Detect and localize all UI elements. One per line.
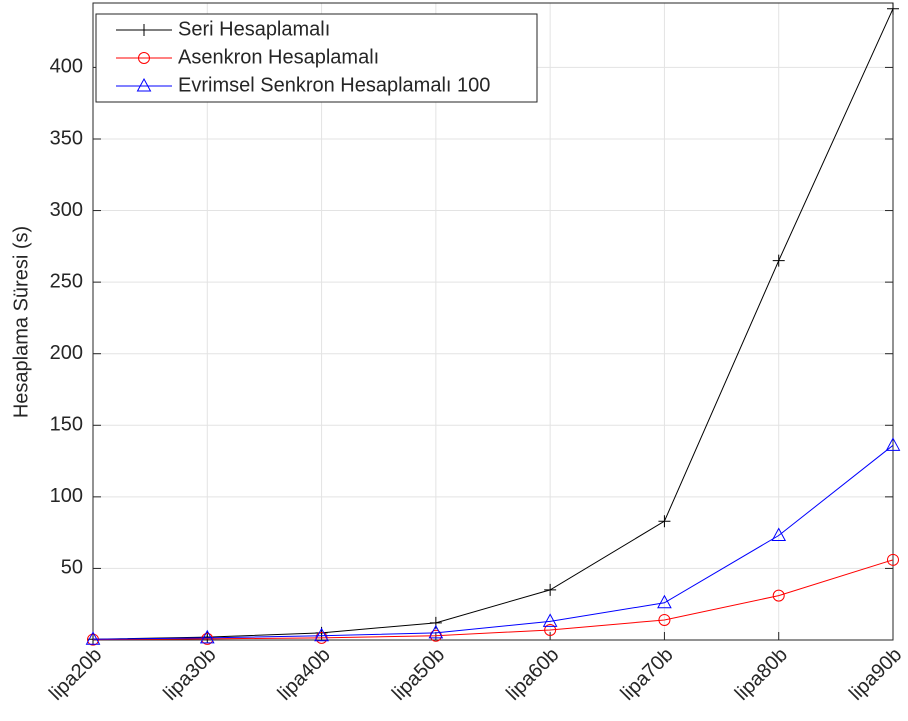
y-axis-label: Hesaplama Süresi (s) [10, 226, 32, 418]
marker [542, 613, 558, 627]
marker [544, 583, 557, 596]
legend-label: Seri Hesaplamalı [178, 18, 330, 40]
marker [658, 515, 671, 528]
y-tick-label: 150 [50, 414, 83, 436]
marker [138, 52, 150, 64]
x-tick-label: lipa90b [845, 644, 906, 705]
marker [887, 2, 899, 15]
x-tick-label: lipa70b [617, 644, 678, 705]
marker [772, 254, 785, 267]
marker [201, 632, 214, 645]
y-tick-label: 50 [61, 557, 83, 579]
marker [771, 527, 787, 542]
marker [85, 631, 101, 645]
plot-frame [92, 2, 894, 641]
line [92, 444, 894, 640]
marker [658, 613, 671, 626]
y-tick-label: 200 [50, 342, 83, 364]
marker [544, 623, 557, 636]
y-tick-label: 100 [50, 485, 83, 507]
marker [314, 627, 329, 642]
line [92, 559, 894, 641]
y-tick-label: 300 [50, 199, 83, 221]
marker [428, 624, 444, 639]
x-tick-label: lipa30b [159, 644, 220, 705]
x-tick-label: lipa20b [45, 644, 106, 705]
marker [138, 24, 150, 36]
line [92, 8, 894, 640]
y-tick-label: 250 [50, 270, 83, 292]
legend-label: Evrimsel Senkron Hesaplamalı 100 [178, 74, 490, 96]
x-tick-label: lipa50b [388, 644, 449, 705]
x-tick-label: lipa60b [502, 644, 563, 705]
y-tick-label: 400 [50, 56, 83, 78]
marker [199, 629, 215, 644]
marker [887, 553, 899, 566]
marker [772, 589, 785, 602]
marker [885, 437, 901, 451]
legend-label: Asenkron Hesaplamalı [178, 46, 379, 68]
legend-box [95, 13, 538, 103]
y-tick-label: 350 [50, 127, 83, 149]
x-tick-label: lipa40b [274, 644, 335, 705]
marker [136, 77, 152, 92]
marker [429, 616, 442, 629]
x-tick-label: lipa80b [731, 644, 792, 705]
marker [657, 594, 672, 609]
